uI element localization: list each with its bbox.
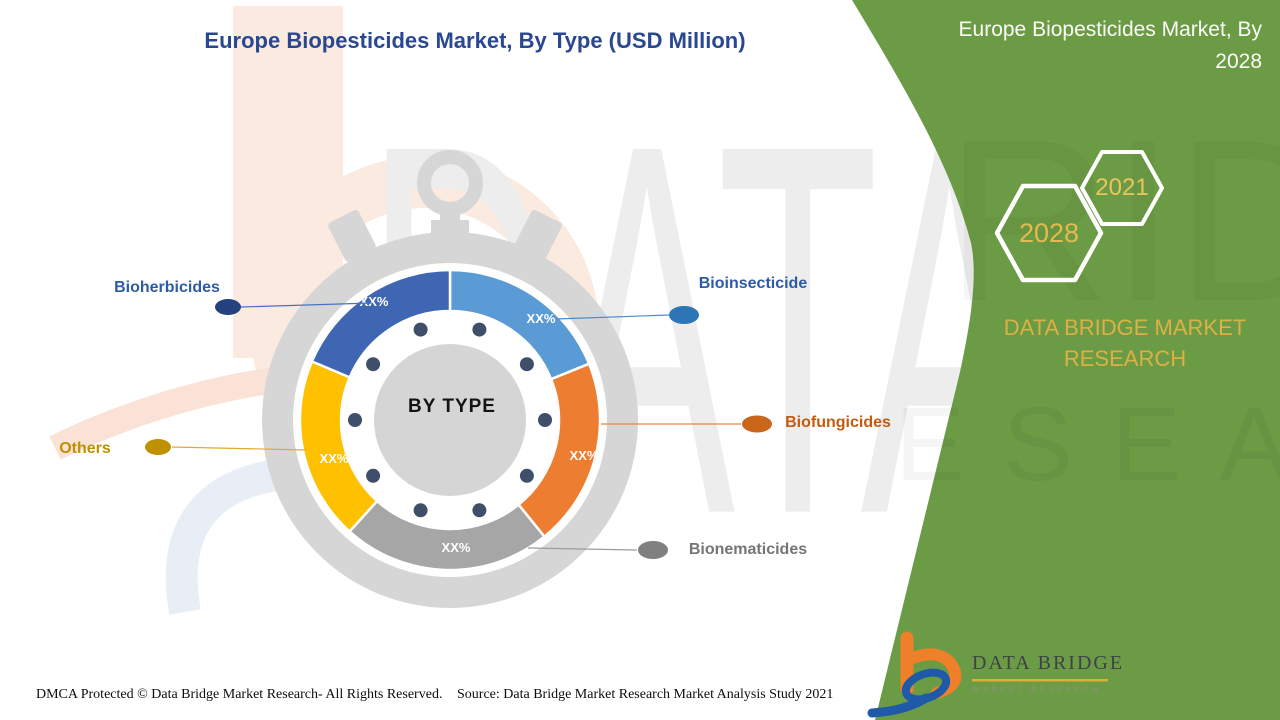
value-bioherbicides: XX%	[360, 294, 389, 309]
leader-dot-bioherbicides	[215, 299, 241, 315]
value-others: XX%	[320, 451, 349, 466]
label-bioherbicides: Bioherbicides	[114, 279, 220, 296]
hexagon-2021-label: 2021	[1095, 174, 1149, 201]
hexagon-2028-label: 2028	[1018, 218, 1080, 248]
leader-dot-biofungicides	[742, 415, 772, 433]
footer-dmca-text: DMCA Protected © Data Bridge Market Rese…	[36, 687, 443, 702]
dial-tick-dots	[348, 322, 552, 518]
hexagon-2028-icon	[994, 183, 1104, 283]
label-biofungicides: Biofungicides	[785, 414, 891, 431]
stopwatch-dial	[341, 311, 559, 529]
value-bionematicides: XX%	[442, 540, 471, 555]
callout-leaders	[145, 299, 772, 559]
leader-line-others	[171, 446, 307, 451]
footer-source-text: Source: Data Bridge Market Research Mark…	[457, 687, 834, 702]
stopwatch-left-button	[328, 210, 376, 262]
logo-wordmark: DATA BRIDGE	[972, 652, 1125, 674]
leader-dot-bionematicides	[638, 541, 668, 559]
value-bioinsecticide: XX%	[527, 311, 556, 326]
panel-watermark-letters: RIDGE	[945, 92, 1280, 349]
brand-text: DATA BRIDGE MARKET RESEARCH	[1003, 315, 1247, 371]
leader-dot-others	[145, 439, 171, 455]
label-bionematicides: Bionematicides	[688, 541, 808, 558]
segment-value-labels: XX% XX% XX% XX% XX%	[320, 294, 599, 555]
leader-dot-bioinsecticide	[669, 306, 699, 324]
logo-underline	[972, 679, 1108, 682]
label-bioinsecticide: Bioinsecticide	[698, 275, 808, 292]
side-panel: RIDGE ESEARCH	[852, 0, 1280, 720]
dial-center-disc	[374, 344, 526, 496]
leader-line-bioherbicides	[240, 302, 373, 308]
leader-line-bioinsecticide	[555, 314, 670, 320]
watermark-d-arc	[165, 456, 302, 615]
stopwatch-crown-bar	[431, 220, 469, 233]
stopwatch-crown-ring	[417, 150, 483, 216]
chart-title: Europe Biopesticides Market, By Type (US…	[204, 28, 746, 53]
data-bridge-logo-icon	[867, 631, 1108, 718]
hexagon-2021-icon	[1080, 150, 1164, 226]
donut-center-label: BY TYPE	[408, 396, 496, 417]
leader-line-bionematicides	[527, 547, 638, 551]
side-panel-background	[852, 0, 1280, 720]
panel-heading: Europe Biopesticides Market, By 2028	[958, 18, 1262, 73]
value-biofungicides: XX%	[570, 448, 599, 463]
logo-tagline: MARKET RESEARCH	[973, 685, 1101, 694]
donut-chart	[298, 268, 602, 572]
panel-watermark-letters-2: ESEARCH	[895, 386, 1280, 503]
label-others: Others	[59, 440, 111, 457]
